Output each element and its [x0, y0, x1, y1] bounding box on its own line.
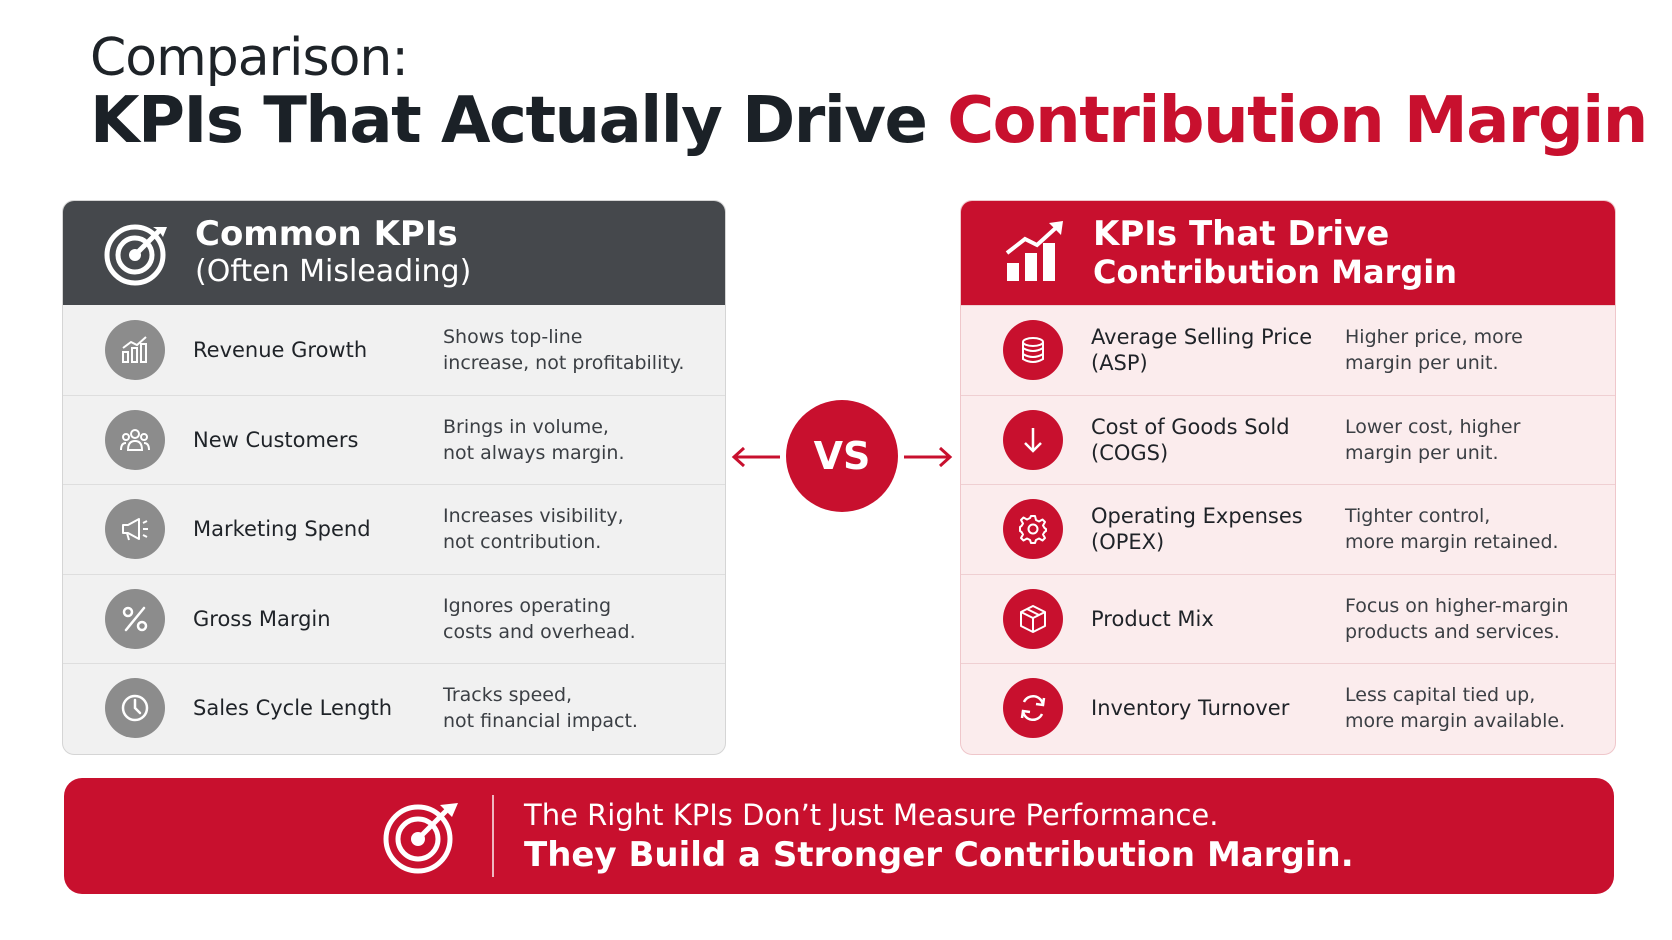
kpi-description: Tighter control, more margin retained.: [1345, 505, 1559, 554]
banner-line1: The Right KPIs Don’t Just Measure Perfor…: [524, 798, 1219, 832]
kpi-description: Increases visibility, not contribution.: [443, 505, 624, 554]
kpi-description: Lower cost, higher margin per unit.: [1345, 415, 1521, 464]
kpi-row-average-selling-price: Average Selling Price (ASP) Higher price…: [961, 305, 1615, 395]
conclusion-banner: The Right KPIs Don’t Just Measure Perfor…: [64, 778, 1614, 894]
common-kpis-header: Common KPIs (Often Misleading): [63, 201, 725, 305]
kpi-label: Marketing Spend: [193, 517, 371, 542]
kpi-row-revenue-growth: Revenue Growth Shows top-line increase, …: [63, 305, 725, 395]
page-title-line2: KPIs That Actually Drive Contribution Ma…: [90, 84, 1648, 158]
kpi-row-inventory-turnover: Inventory Turnover Less capital tied up,…: [961, 663, 1615, 753]
kpi-row-marketing-spend: Marketing Spend Increases visibility, no…: [63, 484, 725, 574]
megaphone-icon: [105, 499, 165, 560]
kpi-description: Tracks speed, not financial impact.: [443, 684, 638, 733]
vs-badge: VS: [786, 400, 898, 512]
arrow-right-icon: [904, 446, 953, 468]
common-kpis-panel: Common KPIs (Often Misleading) Revenue G…: [62, 200, 726, 755]
kpi-row-opex: Operating Expenses (OPEX) Tighter contro…: [961, 484, 1615, 574]
kpi-description: Shows top-line increase, not profitabili…: [443, 325, 685, 374]
kpi-row-product-mix: Product Mix Focus on higher-margin produ…: [961, 573, 1615, 664]
kpi-description: Less capital tied up, more margin availa…: [1345, 684, 1566, 733]
kpi-description: Focus on higher-margin products and serv…: [1345, 594, 1569, 643]
box-icon: [1003, 588, 1063, 649]
title-plain: KPIs That Actually Drive: [90, 84, 948, 158]
percent-icon: [105, 588, 165, 649]
common-kpis-subtitle: (Often Misleading): [195, 254, 472, 289]
driving-kpis-subtitle: Contribution Margin: [1093, 253, 1458, 291]
kpi-row-sales-cycle-length: Sales Cycle Length Tracks speed, not fin…: [63, 663, 725, 753]
clock-icon: [105, 678, 165, 739]
kpi-row-new-customers: New Customers Brings in volume, not alwa…: [63, 394, 725, 485]
kpi-label: Gross Margin: [193, 606, 331, 631]
kpi-description: Brings in volume, not always margin.: [443, 415, 625, 464]
driving-kpis-panel: KPIs That Drive Contribution Margin Aver…: [960, 200, 1616, 755]
target-icon: [383, 803, 458, 874]
driving-kpis-title: KPIs That Drive: [1093, 214, 1390, 254]
coin-stack-icon: [1003, 320, 1063, 381]
arrow-left-icon: [731, 446, 780, 468]
bar-chart-growth-icon: [105, 319, 165, 380]
kpi-row-cogs: Cost of Goods Sold (COGS) Lower cost, hi…: [961, 394, 1615, 485]
common-kpis-title: Common KPIs: [195, 214, 458, 254]
kpi-label: Product Mix: [1091, 606, 1214, 631]
gear-icon: [1003, 499, 1063, 560]
kpi-label: Cost of Goods Sold (COGS): [1091, 414, 1290, 465]
kpi-label: Sales Cycle Length: [193, 696, 393, 721]
kpi-label: Average Selling Price (ASP): [1091, 325, 1313, 376]
kpi-row-gross-margin: Gross Margin Ignores operating costs and…: [63, 573, 725, 664]
people-group-icon: [105, 409, 165, 470]
kpi-label: New Customers: [193, 427, 359, 452]
page-title-line1: Comparison:: [90, 28, 409, 88]
arrow-down-icon: [1003, 409, 1063, 470]
refresh-icon: [1003, 678, 1063, 739]
kpi-label: Operating Expenses (OPEX): [1091, 504, 1303, 555]
driving-kpis-header: KPIs That Drive Contribution Margin: [961, 201, 1615, 305]
banner-divider: [492, 795, 494, 877]
kpi-description: Ignores operating costs and overhead.: [443, 594, 636, 643]
banner-line2: They Build a Stronger Contribution Margi…: [524, 835, 1354, 875]
title-accent: Contribution Margin: [947, 84, 1648, 158]
kpi-label: Inventory Turnover: [1091, 696, 1290, 721]
kpi-label: Revenue Growth: [193, 337, 368, 362]
bar-chart-arrow-icon: [1005, 221, 1063, 281]
kpi-description: Higher price, more margin per unit.: [1345, 326, 1523, 375]
target-icon: [104, 224, 167, 286]
